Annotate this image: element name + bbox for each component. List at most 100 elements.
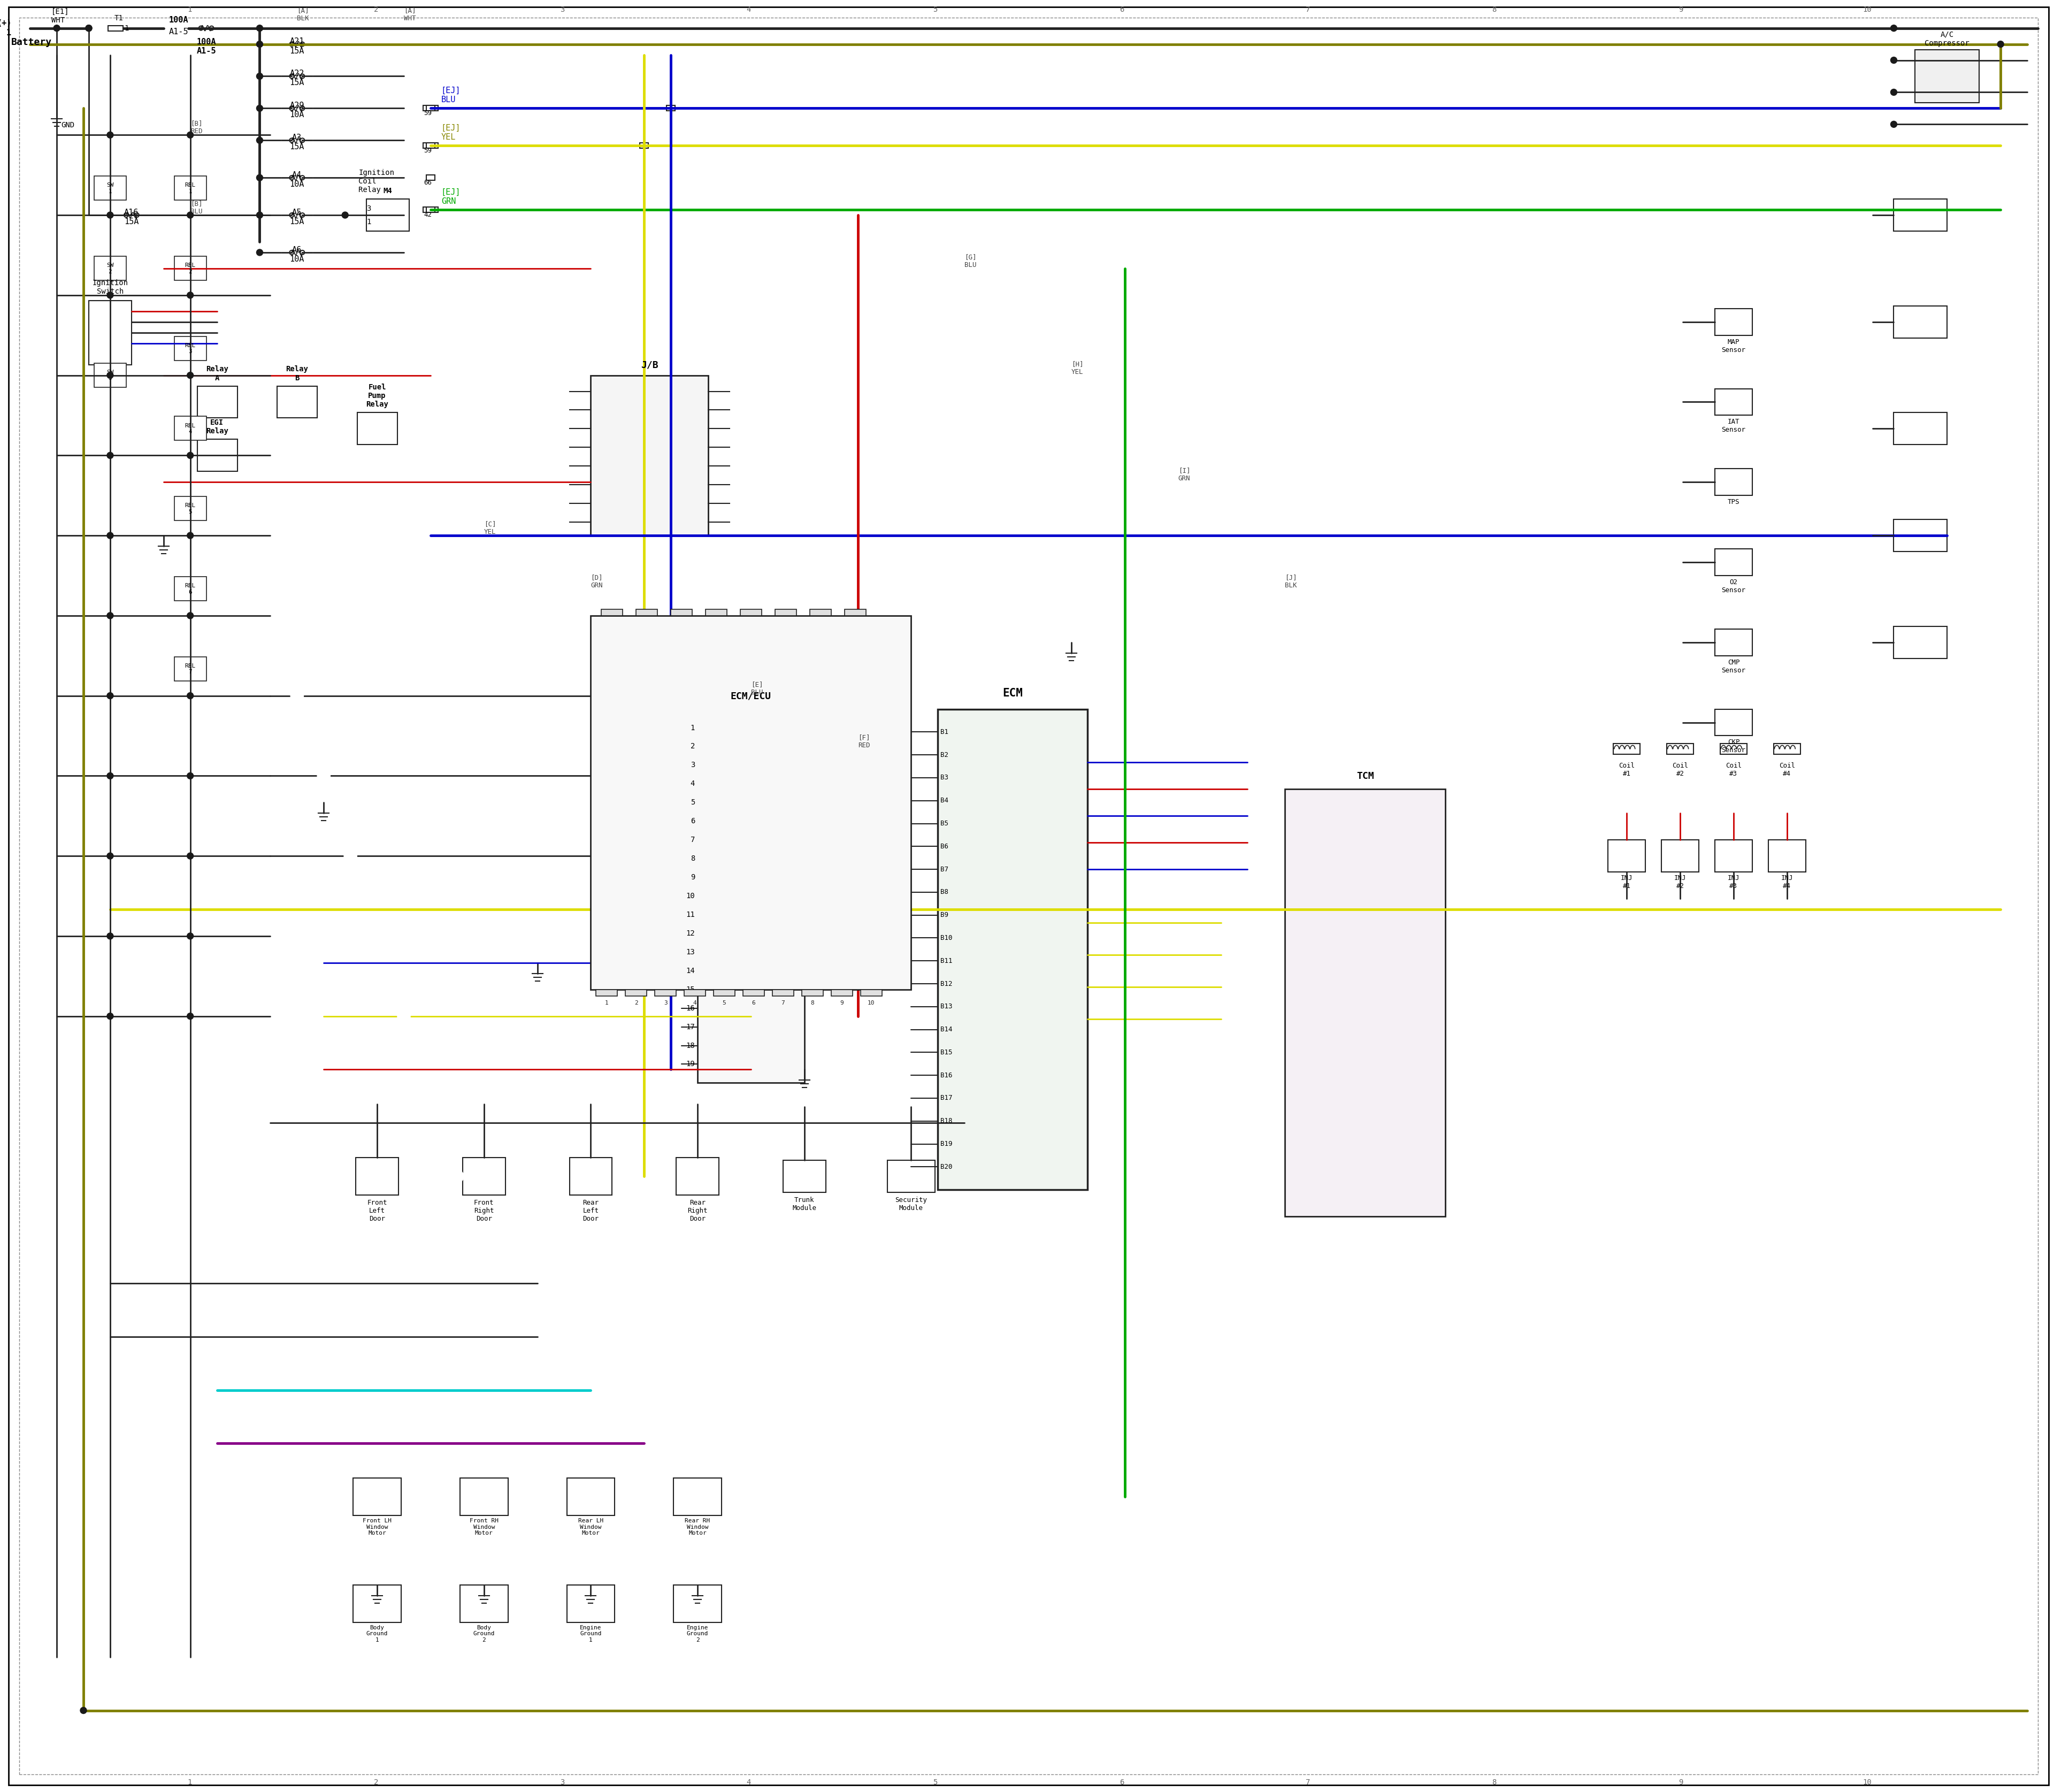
- Bar: [175, 337, 205, 360]
- Circle shape: [107, 532, 113, 539]
- Text: 9: 9: [1678, 1779, 1682, 1787]
- Bar: [423, 208, 438, 213]
- Text: B10: B10: [941, 934, 953, 941]
- Circle shape: [187, 772, 193, 780]
- Text: B12: B12: [941, 980, 953, 987]
- Bar: [355, 1158, 398, 1195]
- Circle shape: [257, 25, 263, 30]
- Text: Ignition
Switch: Ignition Switch: [92, 280, 127, 296]
- Text: B16: B16: [941, 1072, 953, 1079]
- Text: 1: 1: [606, 1000, 608, 1005]
- Text: 8: 8: [811, 1000, 813, 1005]
- Text: [EJ]
BLU: [EJ] BLU: [442, 86, 460, 104]
- Text: 1: 1: [690, 724, 694, 731]
- Circle shape: [1890, 25, 1898, 30]
- Text: Front RH
Window
Motor: Front RH Window Motor: [470, 1518, 499, 1536]
- Text: Rear
Right
Door: Rear Right Door: [688, 1199, 707, 1222]
- Circle shape: [257, 41, 263, 47]
- Bar: [592, 616, 912, 989]
- Text: INJ
#1: INJ #1: [1621, 874, 1633, 889]
- Text: A21
15A: A21 15A: [290, 38, 304, 56]
- Text: IAT
Sensor: IAT Sensor: [1721, 419, 1746, 434]
- Circle shape: [187, 613, 193, 618]
- Bar: [353, 1584, 401, 1622]
- Text: J/B: J/B: [641, 360, 657, 369]
- Text: 1: 1: [366, 219, 372, 226]
- Bar: [357, 412, 396, 444]
- Text: REL
7: REL 7: [185, 663, 195, 676]
- Text: 10: 10: [686, 892, 694, 900]
- Text: 8: 8: [1491, 1779, 1497, 1787]
- Bar: [462, 1158, 505, 1195]
- Bar: [175, 176, 205, 201]
- Circle shape: [1890, 122, 1898, 127]
- Text: B5: B5: [941, 821, 949, 826]
- Text: A3
15A: A3 15A: [290, 134, 304, 151]
- Circle shape: [396, 1009, 411, 1023]
- Bar: [602, 609, 622, 616]
- Text: 3: 3: [366, 204, 372, 213]
- Circle shape: [257, 138, 263, 143]
- Text: Relay
A: Relay A: [205, 366, 228, 382]
- Text: SW
3: SW 3: [107, 369, 113, 382]
- Bar: [353, 1478, 401, 1516]
- Circle shape: [107, 1012, 113, 1020]
- Bar: [94, 256, 125, 280]
- Text: TPS: TPS: [1727, 498, 1740, 505]
- Circle shape: [450, 1170, 464, 1183]
- Bar: [1715, 548, 1752, 575]
- Bar: [1768, 840, 1805, 873]
- Text: [B]
RED: [B] RED: [191, 120, 201, 134]
- Bar: [809, 609, 832, 616]
- Text: 42: 42: [423, 211, 431, 219]
- Text: 2: 2: [690, 742, 694, 751]
- Text: 100A: 100A: [168, 16, 189, 23]
- Circle shape: [187, 692, 193, 699]
- Text: 3: 3: [561, 1779, 565, 1787]
- Text: [A]
WHT: [A] WHT: [405, 7, 415, 22]
- Text: A16
15A: A16 15A: [123, 208, 140, 226]
- Bar: [1894, 625, 1947, 658]
- Text: Rear RH
Window
Motor: Rear RH Window Motor: [684, 1518, 711, 1536]
- Text: 6: 6: [1119, 1779, 1124, 1787]
- Text: 5: 5: [933, 5, 937, 13]
- Text: REL
5: REL 5: [185, 504, 195, 514]
- Bar: [668, 106, 676, 111]
- Text: [A]
BLK: [A] BLK: [298, 7, 308, 22]
- Text: 66: 66: [423, 179, 431, 186]
- Circle shape: [86, 25, 92, 30]
- Text: Trunk
Module: Trunk Module: [793, 1197, 815, 1211]
- Text: Body
Ground
2: Body Ground 2: [472, 1625, 495, 1643]
- Text: GND: GND: [62, 122, 74, 129]
- Text: TCM: TCM: [1356, 772, 1374, 781]
- Text: 4: 4: [692, 1000, 696, 1005]
- Bar: [801, 989, 824, 996]
- Bar: [1662, 840, 1699, 873]
- Text: 9: 9: [840, 1000, 844, 1005]
- Bar: [460, 1584, 507, 1622]
- Text: 12: 12: [686, 930, 694, 937]
- Text: ECM: ECM: [1002, 688, 1023, 699]
- Text: 10: 10: [1863, 5, 1871, 13]
- Circle shape: [423, 1090, 438, 1102]
- Text: B9: B9: [941, 912, 949, 919]
- Bar: [567, 1478, 614, 1516]
- Text: Body
Ground
1: Body Ground 1: [366, 1625, 388, 1643]
- Circle shape: [187, 532, 193, 539]
- Bar: [1894, 412, 1947, 444]
- Circle shape: [343, 849, 357, 862]
- Circle shape: [18, 23, 27, 32]
- Circle shape: [53, 25, 60, 30]
- Text: 59: 59: [423, 147, 431, 154]
- Circle shape: [1996, 41, 2005, 47]
- Bar: [569, 1158, 612, 1195]
- Bar: [861, 989, 881, 996]
- Bar: [197, 385, 236, 418]
- Bar: [1894, 306, 1947, 339]
- Text: [H]
YEL: [H] YEL: [1072, 360, 1082, 375]
- Text: 4: 4: [746, 1779, 752, 1787]
- Text: A1-5: A1-5: [168, 27, 189, 36]
- Text: B20: B20: [941, 1163, 953, 1170]
- Text: 1: 1: [187, 1779, 191, 1787]
- Text: [E]
BLU: [E] BLU: [752, 681, 762, 695]
